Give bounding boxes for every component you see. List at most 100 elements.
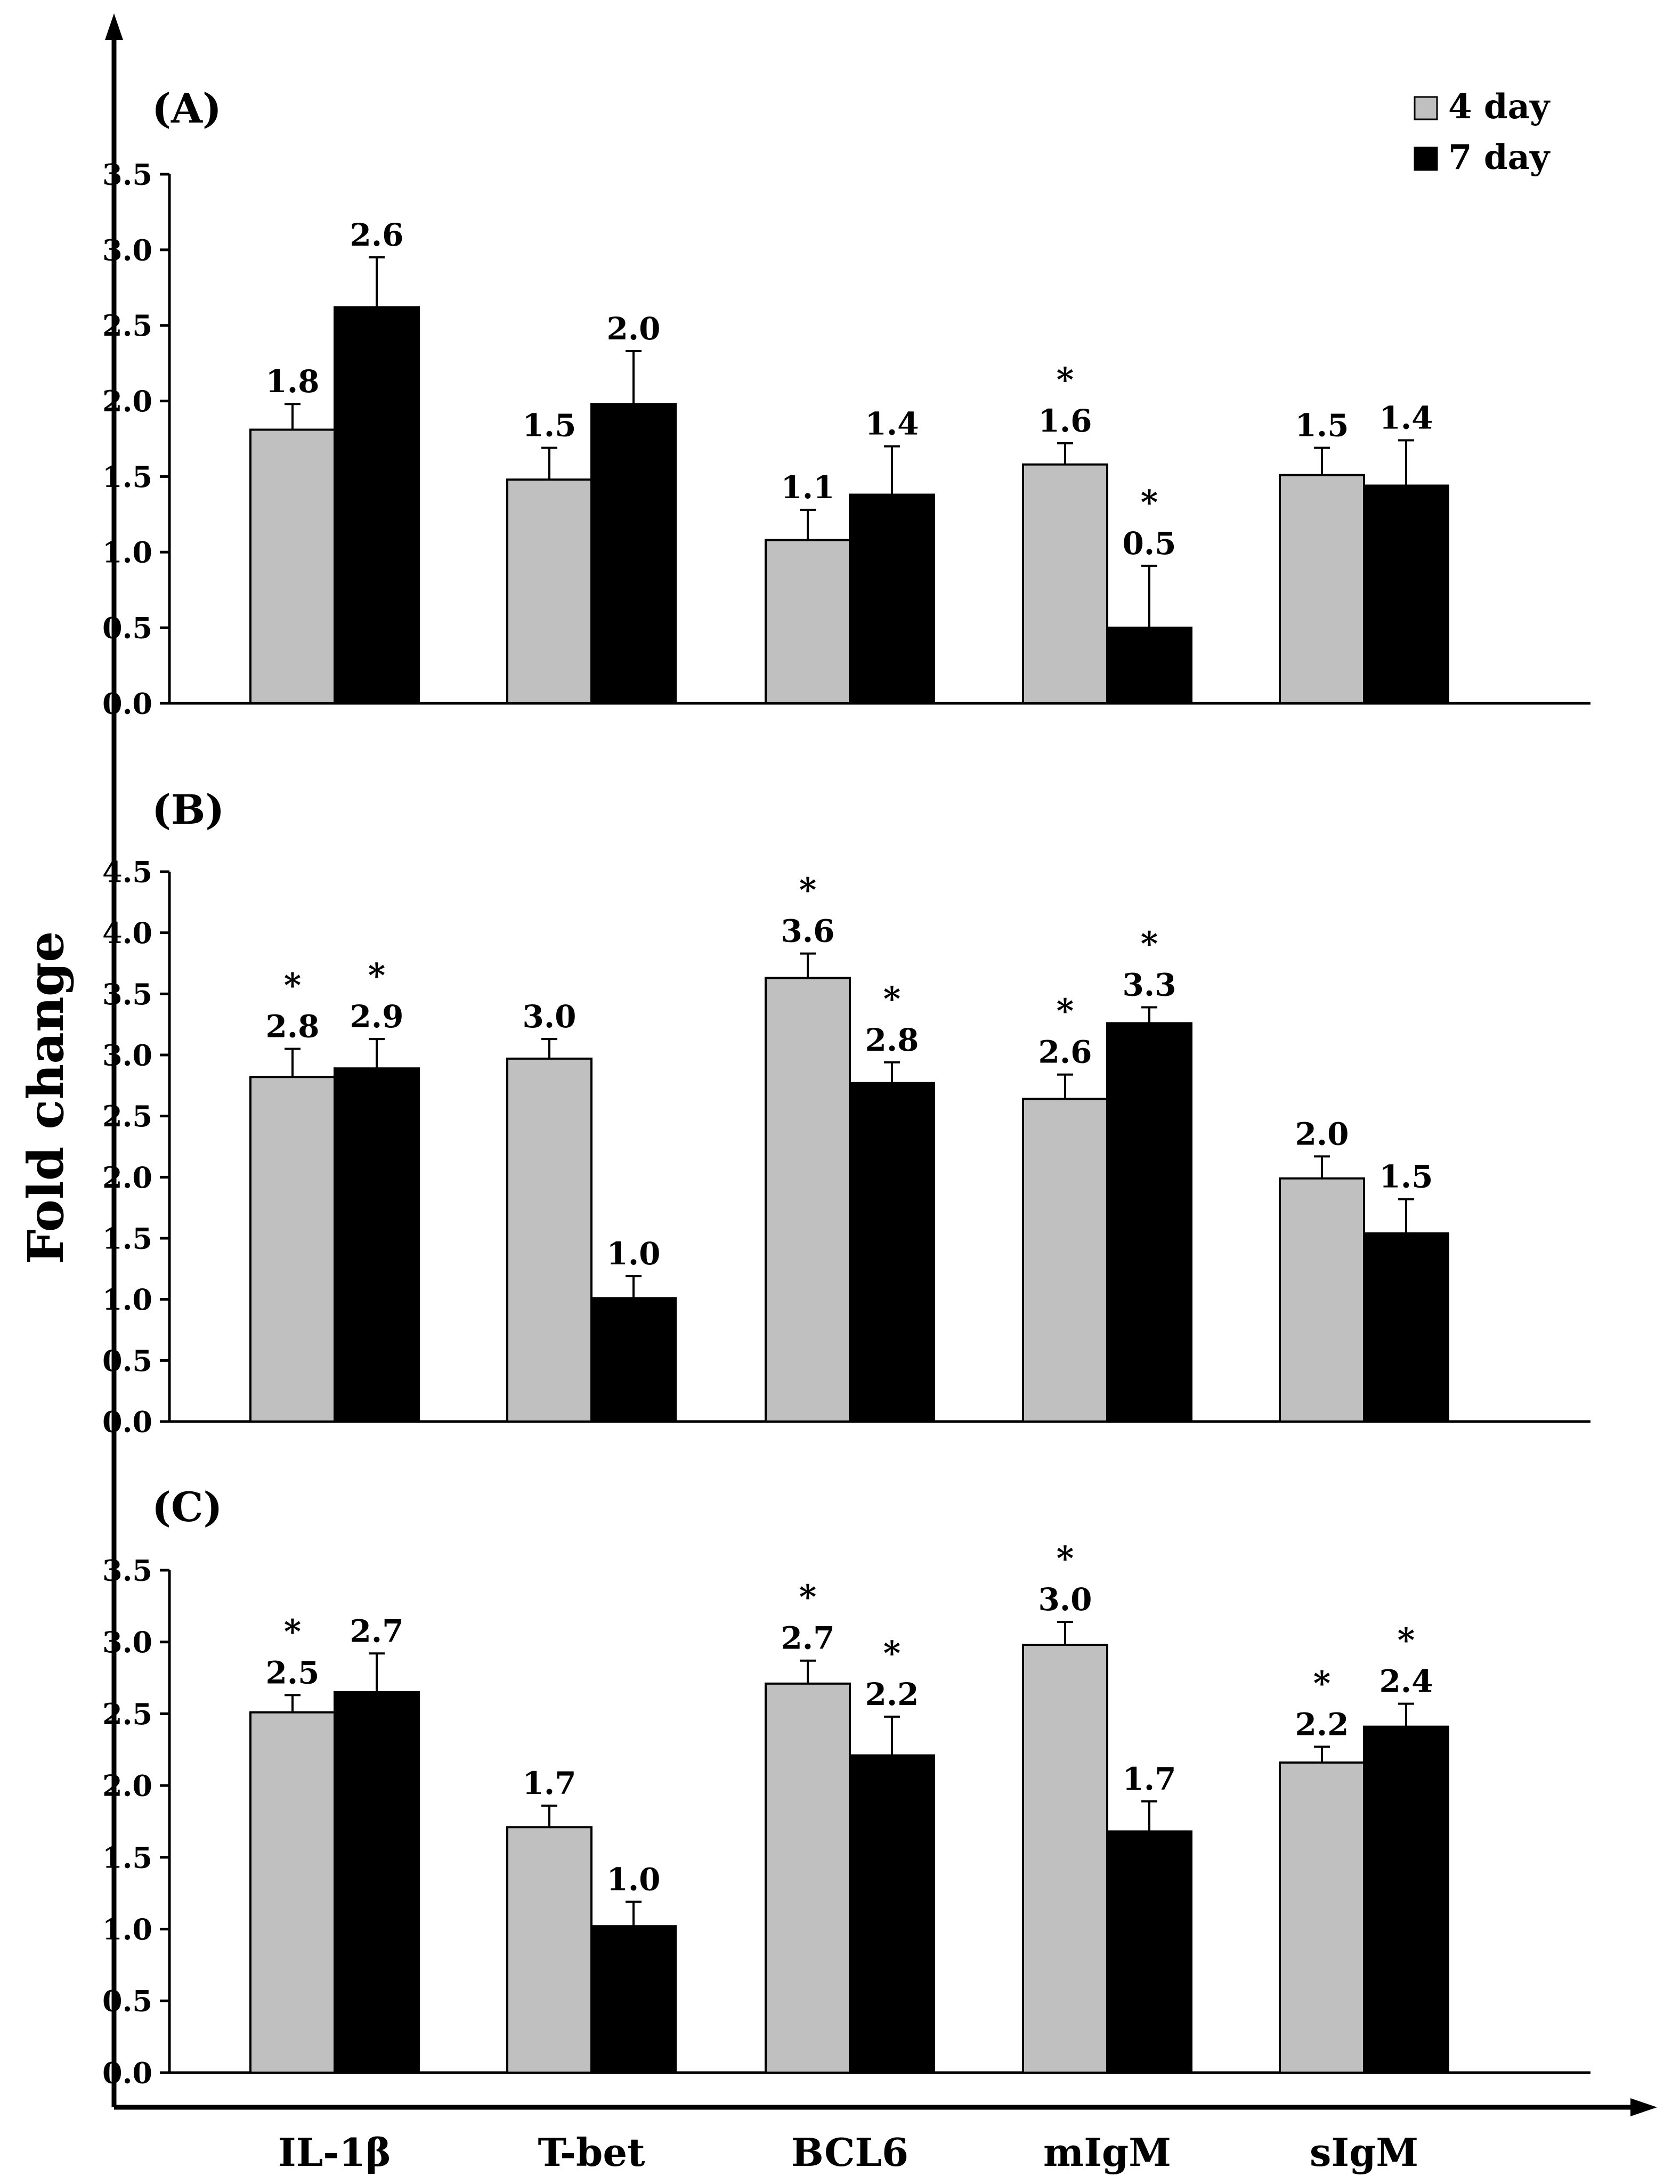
y-axis-title: Fold change — [17, 931, 75, 1264]
bar-7day-0 — [334, 306, 420, 704]
significance-star-7day-4: * — [1398, 1621, 1415, 1660]
category-label-bcl6: BCL6 — [791, 2130, 908, 2175]
significance-star-4day-3: * — [1057, 1539, 1074, 1578]
category-label-sigm: sIgM — [1310, 2130, 1418, 2175]
panel-a: (A) 0.0 0.5 1.0 1.5 2.0 2.5 3.0 3.5 1.8 1.5 1.1 1.6 *… — [102, 85, 1590, 720]
significance-star-4day-3: * — [1057, 360, 1074, 399]
significance-star-4day-0: * — [284, 966, 301, 1005]
panel-title-c: (C) — [152, 1483, 222, 1531]
y-tick-label: 2.0 — [102, 1769, 152, 1803]
bar-7day-0 — [334, 1691, 420, 2074]
value-label-7day-3: 0.5 — [1123, 525, 1176, 562]
bar-4day-4 — [1279, 1177, 1365, 1423]
panel-title-b: (B) — [152, 786, 224, 833]
bar-7day-2 — [849, 1082, 935, 1423]
y-tick-label: 2.0 — [102, 1160, 152, 1195]
bar-4day-3 — [1022, 1644, 1108, 2074]
value-label-4day-4: 1.5 — [1295, 408, 1349, 444]
significance-star-4day-2: * — [799, 1578, 816, 1617]
value-label-7day-1: 1.0 — [607, 1236, 661, 1272]
y-tick-label: 2.5 — [102, 308, 152, 343]
outer-y-arrowhead — [105, 13, 123, 40]
bar-7day-1 — [590, 403, 677, 704]
y-tick-label: 1.5 — [102, 460, 152, 494]
bar-4day-3 — [1022, 463, 1108, 705]
value-label-7day-2: 2.8 — [865, 1022, 919, 1058]
bar-4day-4 — [1279, 474, 1365, 704]
bar-7day-4 — [1363, 1232, 1449, 1423]
bar-7day-0 — [334, 1067, 420, 1423]
value-label-7day-4: 2.4 — [1379, 1663, 1433, 1700]
value-label-7day-0: 2.9 — [350, 998, 404, 1035]
y-tick-label: 3.0 — [102, 1625, 152, 1659]
y-tick-label: 3.0 — [102, 233, 152, 267]
category-labels: IL-1β T-bet BCL6 mIgM sIgM — [278, 2130, 1418, 2175]
value-label-7day-1: 2.0 — [607, 311, 661, 347]
y-tick-label: 3.5 — [102, 1553, 152, 1587]
value-label-7day-4: 1.5 — [1379, 1159, 1433, 1195]
significance-star-4day-3: * — [1057, 992, 1074, 1030]
bar-4day-1 — [506, 1057, 593, 1423]
y-tick-label: 0.5 — [102, 1344, 152, 1378]
value-label-4day-0: 2.5 — [266, 1654, 320, 1691]
value-label-4day-3: 2.6 — [1038, 1034, 1092, 1070]
bar-4day-0 — [249, 1711, 336, 2074]
y-tick-label: 1.0 — [102, 535, 152, 570]
category-label-tbet: T-bet — [538, 2130, 645, 2175]
bar-4day-2 — [765, 539, 851, 704]
panel-title-a: (A) — [152, 85, 222, 132]
bar-4day-1 — [506, 1826, 593, 2074]
value-label-7day-4: 1.4 — [1379, 400, 1433, 436]
value-label-7day-2: 1.4 — [865, 406, 919, 442]
value-label-4day-1: 1.5 — [523, 408, 577, 444]
legend-label-4day: 4 day — [1448, 87, 1551, 127]
y-tick-label: 0.5 — [102, 611, 152, 645]
legend-label-7day: 7 day — [1448, 137, 1551, 177]
bar-4day-1 — [506, 478, 593, 704]
significance-star-7day-2: * — [883, 1634, 900, 1672]
value-label-4day-0: 2.8 — [266, 1009, 320, 1045]
bar-7day-3 — [1106, 1830, 1192, 2074]
bar-7day-2 — [849, 493, 935, 705]
significance-star-7day-3: * — [1141, 924, 1158, 963]
y-tick-label: 1.5 — [102, 1840, 152, 1874]
significance-star-4day-0: * — [284, 1612, 301, 1651]
y-tick-label: 0.0 — [102, 2056, 152, 2090]
y-tick-label: 1.0 — [102, 1912, 152, 1946]
category-label-migm: mIgM — [1043, 2130, 1171, 2175]
bar-7day-1 — [590, 1925, 677, 2074]
y-tick-label: 2.0 — [102, 384, 152, 418]
y-tick-label: 3.5 — [102, 157, 152, 191]
panel-c: (C)0.00.51.01.52.02.53.03.52.5*1.72.7* 3.… — [102, 1483, 1590, 2090]
value-label-4day-4: 2.0 — [1295, 1116, 1349, 1152]
value-label-4day-3: 3.0 — [1038, 1581, 1092, 1618]
bar-4day-3 — [1022, 1098, 1108, 1423]
legend-swatch-7day — [1414, 147, 1438, 171]
y-tick-label: 4.5 — [102, 855, 152, 889]
bar-4day-0 — [249, 428, 336, 704]
significance-star-7day-3: * — [1141, 483, 1158, 522]
y-tick-label: 1.0 — [102, 1282, 152, 1317]
significance-star-7day-2: * — [883, 979, 900, 1018]
bar-4day-2 — [765, 977, 851, 1423]
bar-4day-4 — [1279, 1761, 1365, 2074]
value-label-4day-0: 1.8 — [266, 363, 320, 400]
category-label-il1b: IL-1β — [278, 2130, 391, 2175]
significance-star-4day-2: * — [799, 871, 816, 910]
significance-star-4day-4: * — [1313, 1663, 1330, 1702]
y-tick-label: 4.0 — [102, 916, 152, 950]
significance-star-7day-0: * — [368, 956, 385, 995]
bar-7day-3 — [1106, 627, 1192, 704]
panel-b: (B) 0.0 0.5 1.0 1.5 2.0 2.5 3.0 3.5 4.0 4.5 2.8 * 3.0… — [102, 786, 1590, 1439]
value-label-4day-1: 3.0 — [523, 998, 577, 1035]
value-label-4day-3: 1.6 — [1038, 403, 1092, 439]
y-tick-label: 0.0 — [102, 686, 152, 720]
bar-7day-4 — [1363, 1725, 1449, 2074]
value-label-4day-1: 1.7 — [523, 1765, 577, 1801]
value-label-7day-3: 3.3 — [1123, 967, 1176, 1003]
outer-x-arrowhead — [1630, 2098, 1657, 2116]
value-label-4day-2: 3.6 — [781, 913, 835, 949]
y-tick-label: 2.5 — [102, 1099, 152, 1133]
